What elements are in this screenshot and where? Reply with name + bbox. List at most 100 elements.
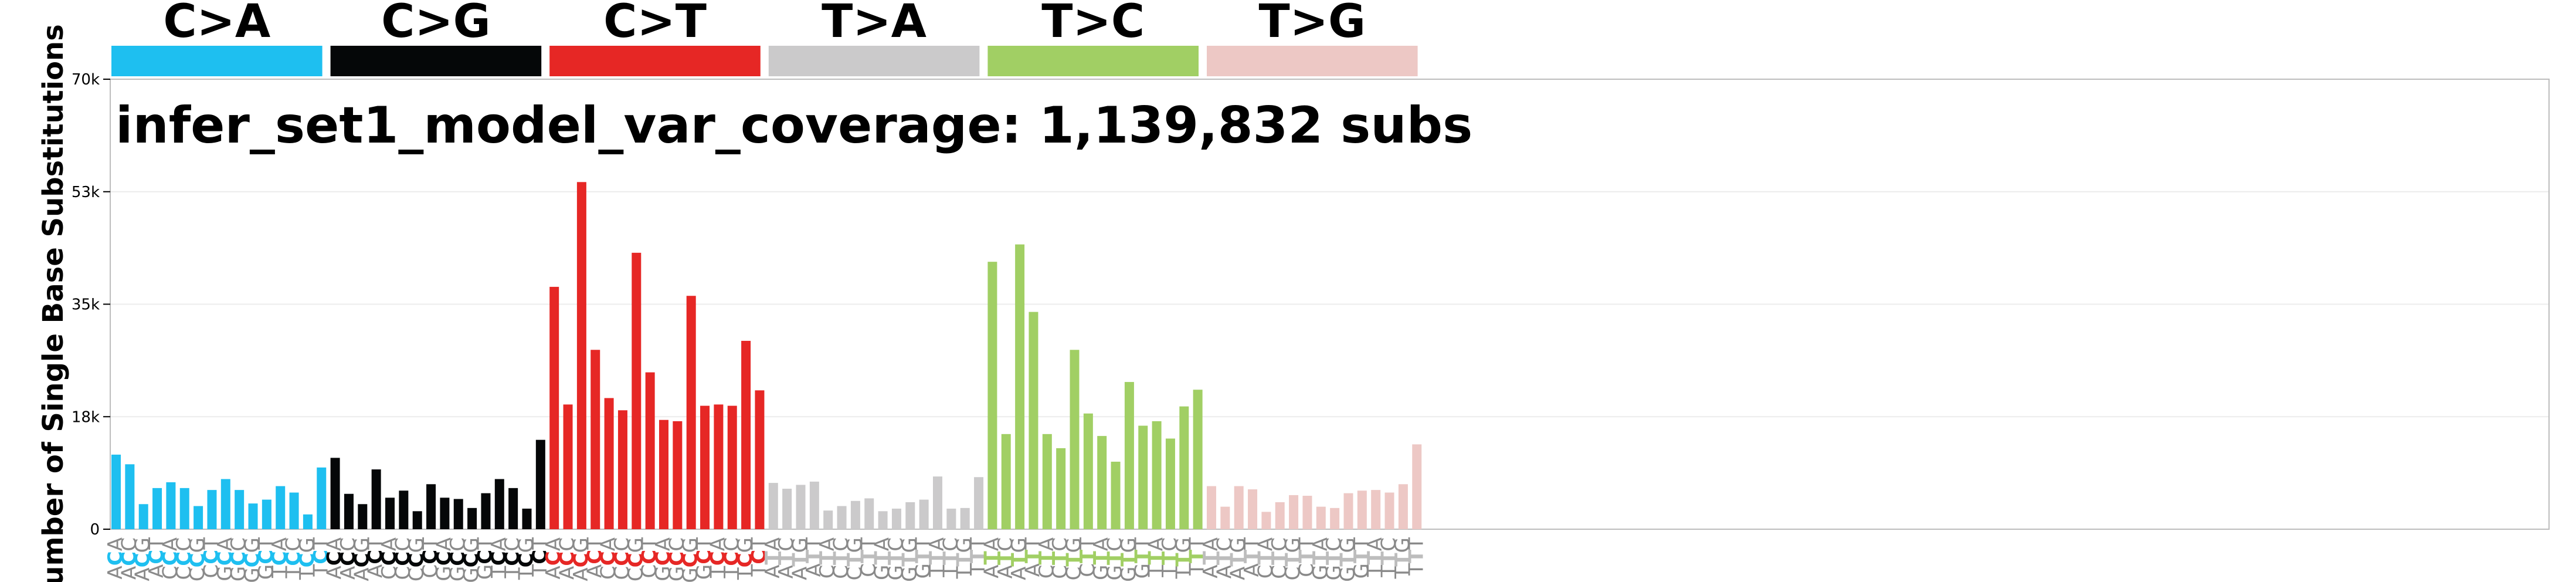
- bar: [221, 479, 230, 529]
- bar: [1084, 414, 1093, 529]
- bar: [1248, 489, 1257, 529]
- bar: [659, 420, 668, 529]
- bar: [946, 509, 956, 529]
- x-axis-context-labels: ACAACCACGACTCCACCCCCGCCTGCAGCCGCGGCTTCAT…: [104, 537, 1428, 582]
- bar: [111, 455, 121, 529]
- bar: [249, 503, 258, 529]
- bar: [1043, 434, 1052, 529]
- bar: [372, 469, 381, 529]
- bar: [605, 398, 614, 529]
- bar: [728, 406, 737, 529]
- chart-title: infer_set1_model_var_coverage: 1,139,832…: [116, 96, 1472, 155]
- bar: [1357, 490, 1367, 529]
- bar: [1275, 502, 1285, 529]
- mutation-type-banners: C>A C>G C>T T>A T>C T>G: [111, 0, 1418, 76]
- bar: [440, 498, 449, 529]
- bar: [139, 504, 148, 529]
- gridlines: [110, 192, 2549, 417]
- bar: [1316, 507, 1326, 529]
- bar: [961, 508, 970, 529]
- bar: [974, 477, 983, 529]
- bar: [522, 509, 532, 529]
- mutation-banner: [987, 46, 1199, 76]
- bar: [467, 508, 477, 529]
- bar: [454, 499, 463, 529]
- bar: [481, 493, 490, 529]
- bar: [919, 500, 929, 529]
- bar: [1111, 462, 1121, 529]
- y-tick-label: 18k: [72, 408, 100, 426]
- bar: [331, 458, 340, 529]
- bar: [1261, 512, 1271, 529]
- bar: [549, 287, 559, 529]
- bar: [892, 509, 901, 529]
- bar: [399, 490, 408, 529]
- bar: [1399, 484, 1408, 529]
- bar: [905, 502, 915, 529]
- bar: [1097, 436, 1107, 529]
- bar: [1152, 421, 1162, 529]
- bar: [194, 506, 203, 529]
- bar: [618, 410, 627, 529]
- bar: [1138, 426, 1148, 529]
- bar: [1125, 382, 1134, 529]
- bar: [1289, 495, 1298, 529]
- bar: [1234, 486, 1244, 529]
- bar: [426, 484, 436, 529]
- mutation-banner: [111, 46, 323, 76]
- y-tick-label: 0: [90, 521, 100, 539]
- mutation-type-label: T>G: [1259, 0, 1366, 48]
- bar: [577, 182, 586, 529]
- bar: [796, 485, 806, 529]
- bar: [1179, 407, 1189, 529]
- bar: [235, 490, 244, 529]
- bar: [303, 515, 313, 529]
- bar: [837, 506, 847, 529]
- bar: [810, 482, 819, 529]
- bar: [782, 489, 792, 529]
- y-tick-label: 70k: [72, 71, 100, 89]
- bar: [755, 390, 764, 529]
- bar: [180, 488, 189, 529]
- bar: [413, 511, 422, 529]
- bar: [1070, 350, 1080, 529]
- bar: [1193, 390, 1203, 529]
- bar: [1371, 490, 1380, 529]
- bar: [536, 440, 545, 529]
- mutation-type-label: C>A: [163, 0, 270, 48]
- bar: [1412, 444, 1421, 529]
- mutation-type-label: T>A: [822, 0, 926, 48]
- bar: [700, 406, 710, 529]
- bars: [111, 182, 1421, 529]
- mutation-type-label: C>G: [381, 0, 491, 48]
- bar: [933, 476, 942, 529]
- y-axis-label: Number of Single Base Substitutions: [37, 24, 70, 582]
- bar: [1002, 434, 1011, 529]
- bar: [152, 488, 162, 529]
- mutation-type-label: T>C: [1041, 0, 1145, 48]
- bar: [1385, 493, 1394, 529]
- bar: [851, 501, 860, 529]
- bar: [508, 488, 518, 529]
- bar: [987, 262, 997, 529]
- bar: [262, 500, 271, 529]
- bar: [125, 464, 134, 529]
- bar: [385, 498, 395, 529]
- bar: [276, 486, 285, 529]
- bar: [358, 504, 367, 529]
- bar: [673, 421, 682, 529]
- y-axis-ticks: 0 18k 35k 53k 70k: [72, 71, 110, 539]
- bar: [564, 404, 573, 529]
- bar: [687, 296, 696, 529]
- y-tick-label: 53k: [72, 184, 100, 201]
- bar: [632, 253, 641, 529]
- mutation-banner: [1207, 46, 1418, 76]
- bar: [1166, 439, 1175, 529]
- bar: [714, 404, 723, 529]
- mutation-type-label: C>T: [603, 0, 707, 48]
- bar: [207, 490, 216, 529]
- bar: [646, 373, 655, 529]
- bar: [590, 350, 600, 529]
- bar: [317, 468, 326, 529]
